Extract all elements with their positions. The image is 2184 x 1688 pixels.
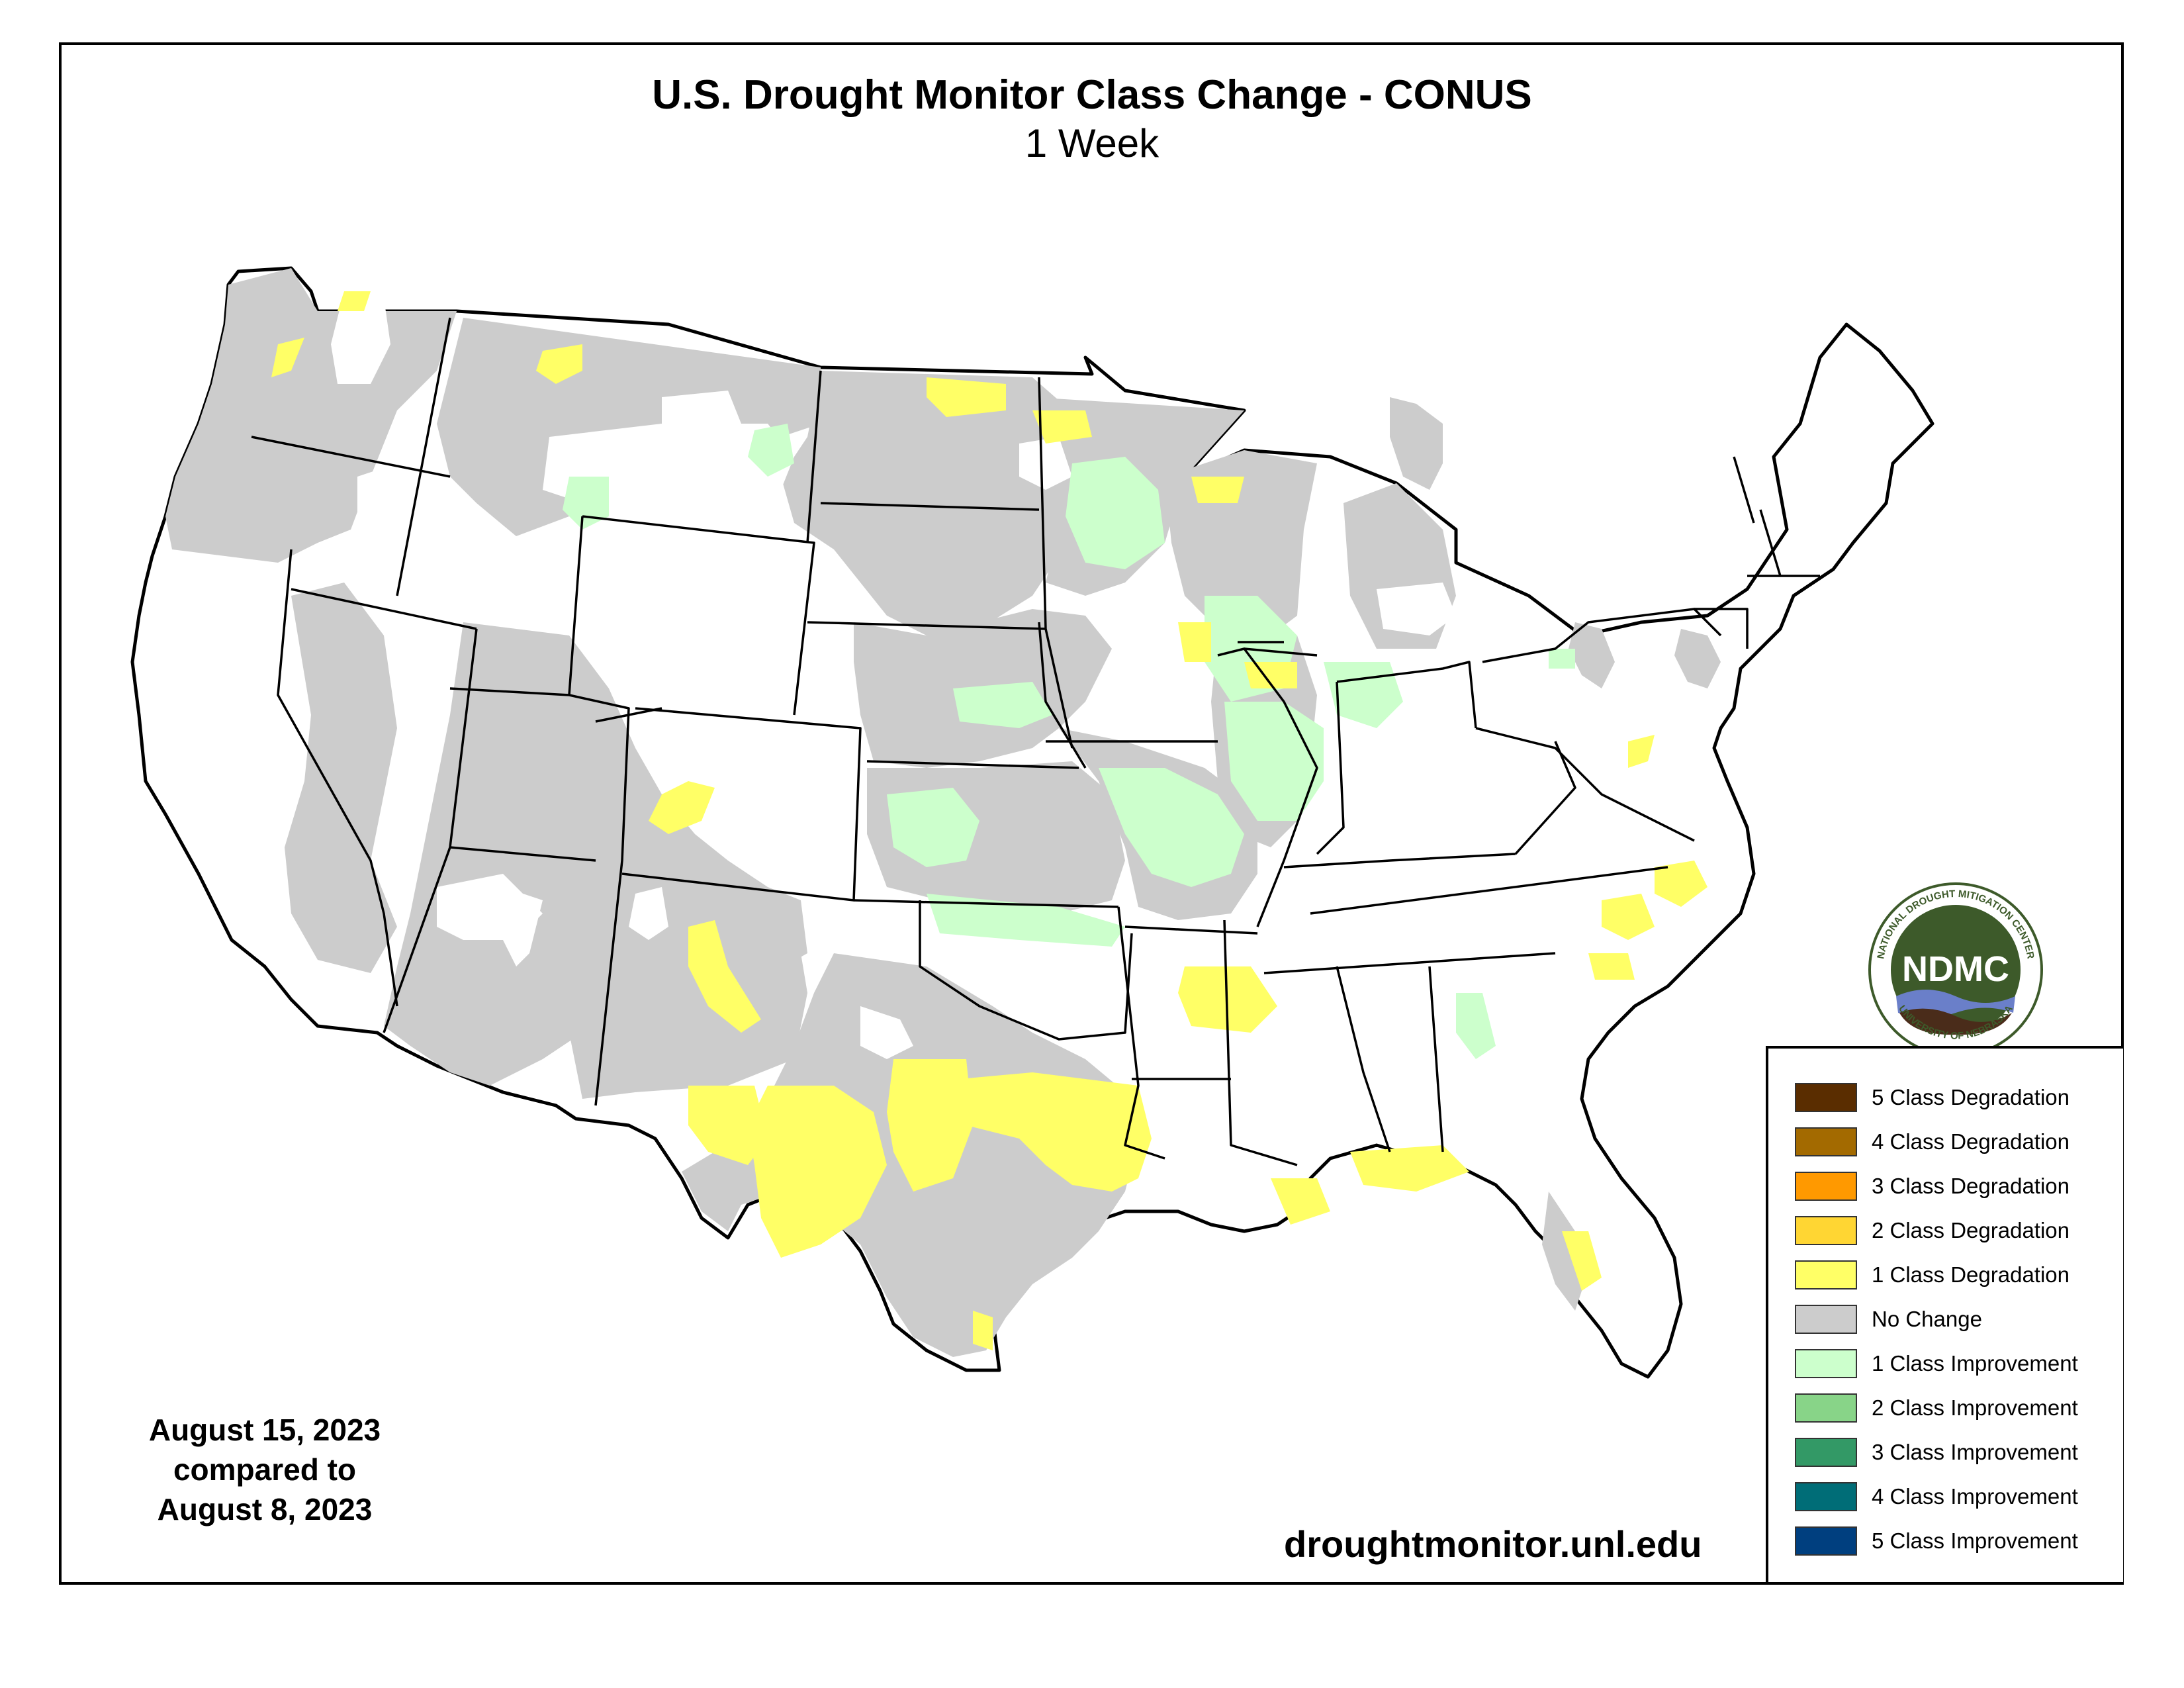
legend-item: 4 Class Improvement	[1795, 1479, 2078, 1514]
ndmc-logo: NDMC NATIONAL DROUGHT MITIGATION CENTER …	[1868, 882, 2043, 1057]
legend-item: No Change	[1795, 1302, 1982, 1336]
legend-item: 2 Class Improvement	[1795, 1391, 2078, 1425]
degradation-areas	[271, 291, 1707, 1350]
legend-label: 4 Class Degradation	[1872, 1129, 2070, 1154]
legend-item: 1 Class Improvement	[1795, 1346, 2078, 1381]
legend-label: 1 Class Improvement	[1872, 1351, 2078, 1376]
legend-swatch	[1795, 1216, 1857, 1245]
legend-item: 3 Class Improvement	[1795, 1435, 2078, 1470]
map-title: U.S. Drought Monitor Class Change - CONU…	[652, 72, 1532, 118]
legend-label: 3 Class Improvement	[1872, 1440, 2078, 1464]
date-comparison: August 15, 2023 compared to August 8, 20…	[113, 1410, 417, 1529]
legend-swatch	[1795, 1305, 1857, 1334]
legend-label: 5 Class Degradation	[1872, 1085, 2070, 1109]
legend-item: 4 Class Degradation	[1795, 1125, 2070, 1159]
legend-label: 2 Class Degradation	[1872, 1218, 2070, 1243]
legend-item: 5 Class Improvement	[1795, 1524, 2078, 1558]
legend-label: 4 Class Improvement	[1872, 1484, 2078, 1509]
state-boundaries	[251, 317, 1820, 1166]
legend-swatch	[1795, 1393, 1857, 1423]
legend-item: 3 Class Degradation	[1795, 1169, 2070, 1203]
legend-swatch	[1795, 1526, 1857, 1556]
legend-item: 2 Class Degradation	[1795, 1213, 2070, 1248]
legend-swatch	[1795, 1482, 1857, 1511]
legend-label: 1 Class Degradation	[1872, 1262, 2070, 1287]
legend-label: 2 Class Improvement	[1872, 1395, 2078, 1420]
previous-date: August 8, 2023	[157, 1492, 373, 1526]
logo-earth-band	[1899, 1008, 2012, 1035]
legend-swatch	[1795, 1172, 1857, 1201]
compared-to-label: compared to	[173, 1452, 357, 1487]
legend-swatch	[1795, 1349, 1857, 1378]
current-date: August 15, 2023	[148, 1413, 381, 1447]
map-subtitle: 1 Week	[1024, 121, 1160, 165]
website-url: droughtmonitor.unl.edu	[1284, 1523, 1702, 1565]
legend-swatch	[1795, 1083, 1857, 1112]
legend-swatch	[1795, 1260, 1857, 1289]
legend-label: 3 Class Degradation	[1872, 1174, 2070, 1198]
legend-swatch	[1795, 1127, 1857, 1156]
legend: 5 Class Degradation 4 Class Degradation 3 …	[1766, 1046, 2123, 1582]
legend-label: No Change	[1872, 1307, 1982, 1331]
legend-item: 1 Class Degradation	[1795, 1258, 2070, 1292]
logo-center-text: NDMC	[1902, 949, 2009, 989]
legend-swatch	[1795, 1438, 1857, 1467]
legend-label: 5 Class Improvement	[1872, 1528, 2078, 1553]
legend-item: 5 Class Degradation	[1795, 1080, 2070, 1115]
